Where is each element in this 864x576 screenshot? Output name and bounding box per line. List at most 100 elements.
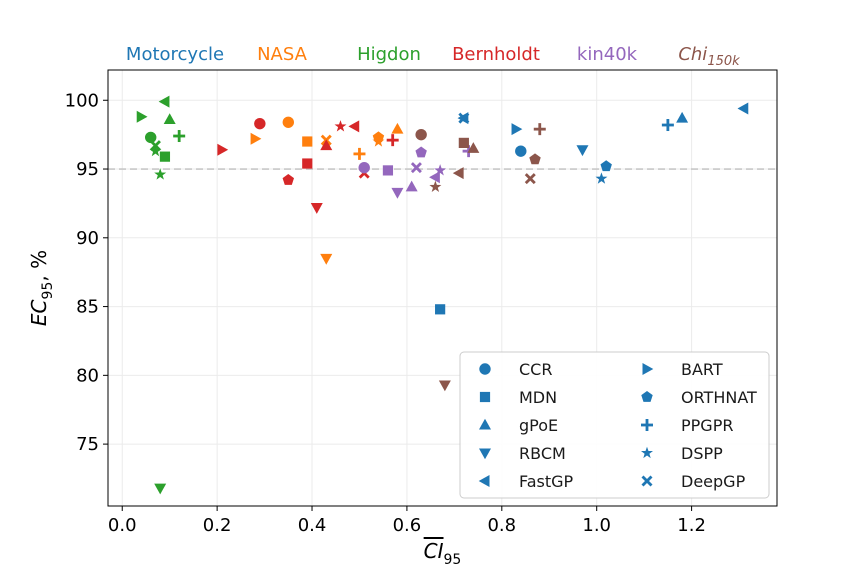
legend-marker-gpoe bbox=[479, 418, 491, 430]
legend-marker-ppgpr bbox=[641, 419, 653, 431]
point-motorcycle-deepgp bbox=[458, 112, 470, 124]
point-higdon-dspp bbox=[149, 144, 162, 157]
point-bernholdt-orthnat bbox=[282, 174, 294, 185]
legend-label-bart: BART bbox=[681, 360, 723, 379]
point-motorcycle-rbcm bbox=[576, 145, 589, 157]
point-nasa-ppgpr bbox=[353, 147, 366, 160]
point-chi-ppgpr bbox=[533, 123, 546, 136]
point-kin40k-ccr bbox=[358, 161, 370, 174]
point-bernholdt-gpoe bbox=[320, 139, 333, 151]
point-higdon-dspp bbox=[154, 168, 167, 180]
x-tick-label: 0.2 bbox=[203, 515, 232, 536]
point-chi-gpoe bbox=[467, 142, 480, 153]
point-motorcycle-ccr bbox=[515, 145, 527, 157]
point-bernholdt-fastgp bbox=[348, 120, 360, 133]
dataset-label-kin40k: kin40k bbox=[577, 44, 638, 65]
y-tick-label: 95 bbox=[76, 159, 99, 180]
point-kin40k-rbcm bbox=[391, 187, 404, 199]
point-higdon-rbcm bbox=[154, 483, 167, 495]
point-kin40k-gpoe bbox=[405, 180, 418, 192]
dataset-label-motorcycle: Motorcycle bbox=[126, 44, 224, 65]
legend: CCR MDN gPoE RBCM FastGP BART ORTHNAT PPGPR DSPP… bbox=[459, 351, 770, 499]
dataset-label-subscript: 150k bbox=[707, 54, 740, 69]
point-nasa-dspp bbox=[372, 135, 385, 147]
point-motorcycle-mdn bbox=[435, 304, 446, 315]
point-higdon-mdn bbox=[159, 151, 171, 162]
y-tick-label: 85 bbox=[76, 297, 99, 318]
dataset-label-chi: Chi150k bbox=[678, 44, 740, 69]
point-motorcycle-ppgpr bbox=[661, 119, 674, 132]
point-bernholdt-ppgpr bbox=[386, 134, 399, 147]
legend-marker-ccr bbox=[479, 363, 491, 375]
point-higdon-ccr bbox=[145, 131, 157, 144]
point-motorcycle-orthnat bbox=[600, 160, 612, 172]
point-chi-ccr bbox=[415, 128, 427, 141]
legend-box bbox=[459, 351, 770, 499]
point-nasa-gpoe bbox=[391, 122, 404, 134]
dataset-label-bernholdt: Bernholdt bbox=[452, 44, 540, 65]
y-tick-label: 80 bbox=[76, 365, 99, 386]
legend-marker-fastgp bbox=[478, 475, 490, 487]
y-axis-title: EC95, % bbox=[27, 250, 56, 326]
dataset-label-nasa: NASA bbox=[257, 44, 308, 65]
legend-marker-orthnat bbox=[641, 391, 653, 402]
dataset-label-higdon: Higdon bbox=[357, 44, 421, 65]
legend-label-fastgp: FastGP bbox=[519, 472, 574, 491]
legend-label-rbcm: RBCM bbox=[519, 444, 566, 463]
dataset-labels: Motorcycle NASA Higdon Bernholdt kin40k Chi15… bbox=[126, 44, 740, 69]
point-motorcycle-gpoe bbox=[676, 111, 689, 123]
legend-label-mdn: MDN bbox=[519, 388, 557, 407]
legend-marker-dspp bbox=[641, 446, 653, 459]
point-higdon-bart bbox=[136, 110, 148, 123]
point-higdon-ppgpr bbox=[173, 130, 186, 143]
legend-label-gpoe: gPoE bbox=[519, 416, 558, 435]
x-tick-label: 1.2 bbox=[677, 515, 706, 536]
legend-label-ccr: CCR bbox=[519, 360, 552, 379]
x-tick-label: 0.0 bbox=[108, 515, 137, 536]
x-tick-label: 0.6 bbox=[393, 515, 422, 536]
legend-marker-bart bbox=[642, 363, 654, 375]
point-bernholdt-bart bbox=[217, 143, 229, 156]
point-bernholdt-mdn bbox=[302, 158, 313, 169]
point-nasa-ccr bbox=[282, 116, 294, 128]
point-chi-mdn bbox=[458, 137, 469, 148]
point-chi-rbcm bbox=[438, 380, 451, 392]
point-motorcycle-fastgp bbox=[737, 102, 749, 115]
point-motorcycle-dspp bbox=[595, 172, 608, 184]
y-tick-label: 75 bbox=[76, 434, 99, 455]
legend-marker-mdn bbox=[479, 391, 491, 403]
plot-frame bbox=[107, 69, 778, 507]
legend-label-ppgpr: PPGPR bbox=[681, 416, 733, 435]
point-chi-fastgp bbox=[452, 167, 464, 180]
point-kin40k-orthnat bbox=[415, 146, 427, 158]
y-tick-label: 90 bbox=[76, 228, 99, 249]
y-tick-label: 100 bbox=[65, 90, 99, 111]
point-kin40k-mdn bbox=[382, 165, 394, 176]
point-chi-dspp bbox=[429, 180, 442, 193]
point-nasa-bart bbox=[250, 132, 262, 145]
point-chi-orthnat bbox=[529, 153, 541, 165]
point-bernholdt-dspp bbox=[334, 120, 347, 132]
legend-label-dspp: DSPP bbox=[681, 444, 723, 463]
point-kin40k-dspp bbox=[434, 164, 447, 176]
point-motorcycle-bart bbox=[511, 123, 523, 136]
point-bernholdt-ccr bbox=[254, 117, 266, 130]
axis-ticks: 0.0 0.2 0.4 0.6 0.8 1.0 1.2 75 80 85 90 95 100 bbox=[65, 90, 706, 536]
x-tick-label: 0.4 bbox=[298, 515, 327, 536]
point-nasa-rbcm bbox=[320, 253, 333, 265]
point-chi-deepgp bbox=[524, 173, 536, 185]
point-nasa-mdn bbox=[302, 136, 313, 147]
x-axis-title: CI95 bbox=[424, 539, 462, 568]
point-bernholdt-rbcm bbox=[310, 203, 323, 214]
legend-marker-rbcm bbox=[479, 448, 491, 460]
legend-marker-deepgp bbox=[641, 475, 653, 487]
point-higdon-gpoe bbox=[163, 113, 176, 125]
x-tick-label: 1.0 bbox=[582, 515, 611, 536]
legend-label-orthnat: ORTHNAT bbox=[681, 388, 757, 407]
x-tick-label: 0.8 bbox=[487, 515, 516, 536]
legend-label-deepgp: DeepGP bbox=[681, 472, 746, 491]
point-kin40k-deepgp bbox=[410, 162, 422, 174]
point-higdon-fastgp bbox=[158, 95, 170, 108]
data-points bbox=[136, 95, 749, 495]
